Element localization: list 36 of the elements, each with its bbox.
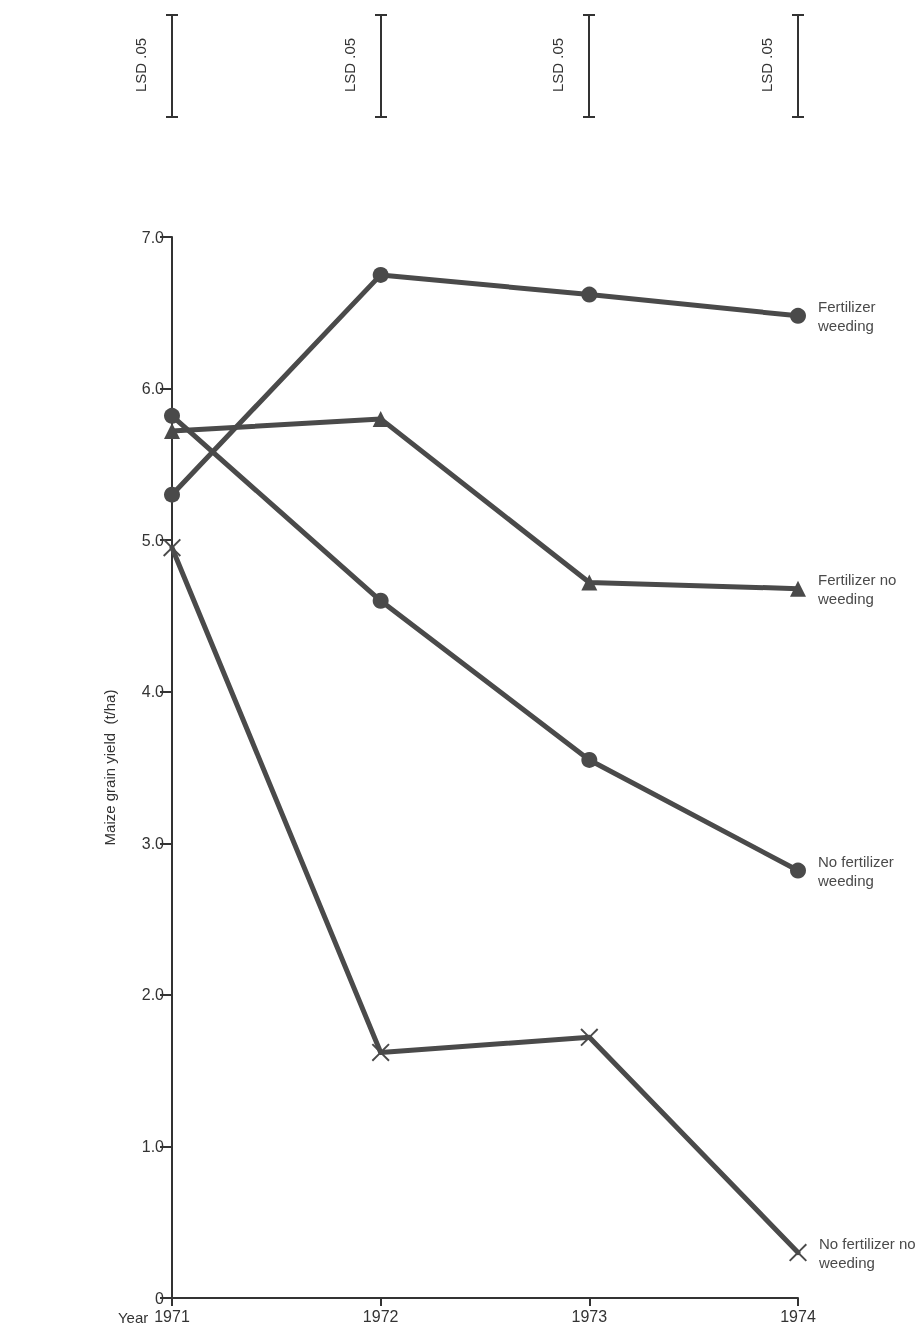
point bbox=[581, 751, 598, 768]
point bbox=[372, 266, 389, 283]
series-label: No fertilizer no weeding bbox=[818, 1234, 916, 1271]
y-tick-label: 6.0 bbox=[141, 380, 165, 398]
point bbox=[790, 307, 806, 324]
y-tick-label: 4.0 bbox=[141, 683, 165, 701]
y-axis-title: Maize grain yield (t/ha) bbox=[101, 689, 118, 846]
point bbox=[164, 407, 180, 424]
point bbox=[581, 574, 598, 591]
point bbox=[164, 423, 180, 440]
text: LSD .05 bbox=[758, 37, 775, 92]
x-tick-label: 1971 bbox=[154, 1307, 190, 1325]
text: LSD .05 bbox=[340, 37, 358, 92]
x-tick-label: 1973 bbox=[571, 1307, 608, 1325]
text: LSD .05 bbox=[549, 37, 567, 92]
point bbox=[581, 286, 598, 303]
point bbox=[372, 592, 389, 609]
y-tick-label: 7.0 bbox=[141, 228, 165, 246]
text: LSD .05 bbox=[132, 37, 149, 92]
x-tick-label: 1972 bbox=[362, 1307, 399, 1325]
y-tick-label: 2.0 bbox=[141, 986, 165, 1004]
series-label: Fertilizer weeding bbox=[817, 297, 880, 334]
point bbox=[371, 1043, 390, 1062]
point bbox=[580, 1028, 599, 1047]
y-tick-label: 1.0 bbox=[141, 1137, 165, 1155]
point bbox=[163, 538, 181, 557]
series-label: Fertilizer no weeding bbox=[817, 570, 901, 607]
point bbox=[790, 862, 806, 879]
x-axis-title: Year bbox=[117, 1309, 149, 1326]
point bbox=[372, 410, 389, 427]
y-tick-label: 3.0 bbox=[141, 834, 165, 852]
x-tick-label: 1974 bbox=[780, 1307, 816, 1325]
point bbox=[164, 486, 180, 503]
series-label: No fertilizer weeding bbox=[817, 852, 899, 889]
y-tick-label: 5.0 bbox=[141, 531, 165, 549]
point bbox=[790, 580, 806, 597]
